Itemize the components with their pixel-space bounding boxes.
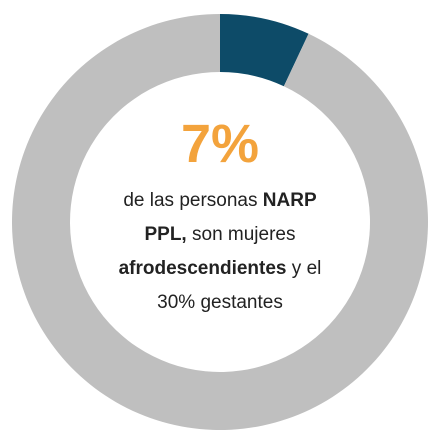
annotation-run: y el 30% gestantes: [157, 258, 327, 313]
annotation-run: de las personas: [123, 190, 263, 211]
annotation-run: son mujeres: [186, 224, 301, 245]
annotation-run: afrodescendientes: [118, 258, 287, 279]
donut-segment: [220, 14, 309, 87]
annotation: de las personas NARP PPL, son mujeres af…: [116, 184, 324, 320]
annotation-run: NARP PPL,: [144, 190, 322, 245]
value-label: 7%: [180, 114, 260, 174]
